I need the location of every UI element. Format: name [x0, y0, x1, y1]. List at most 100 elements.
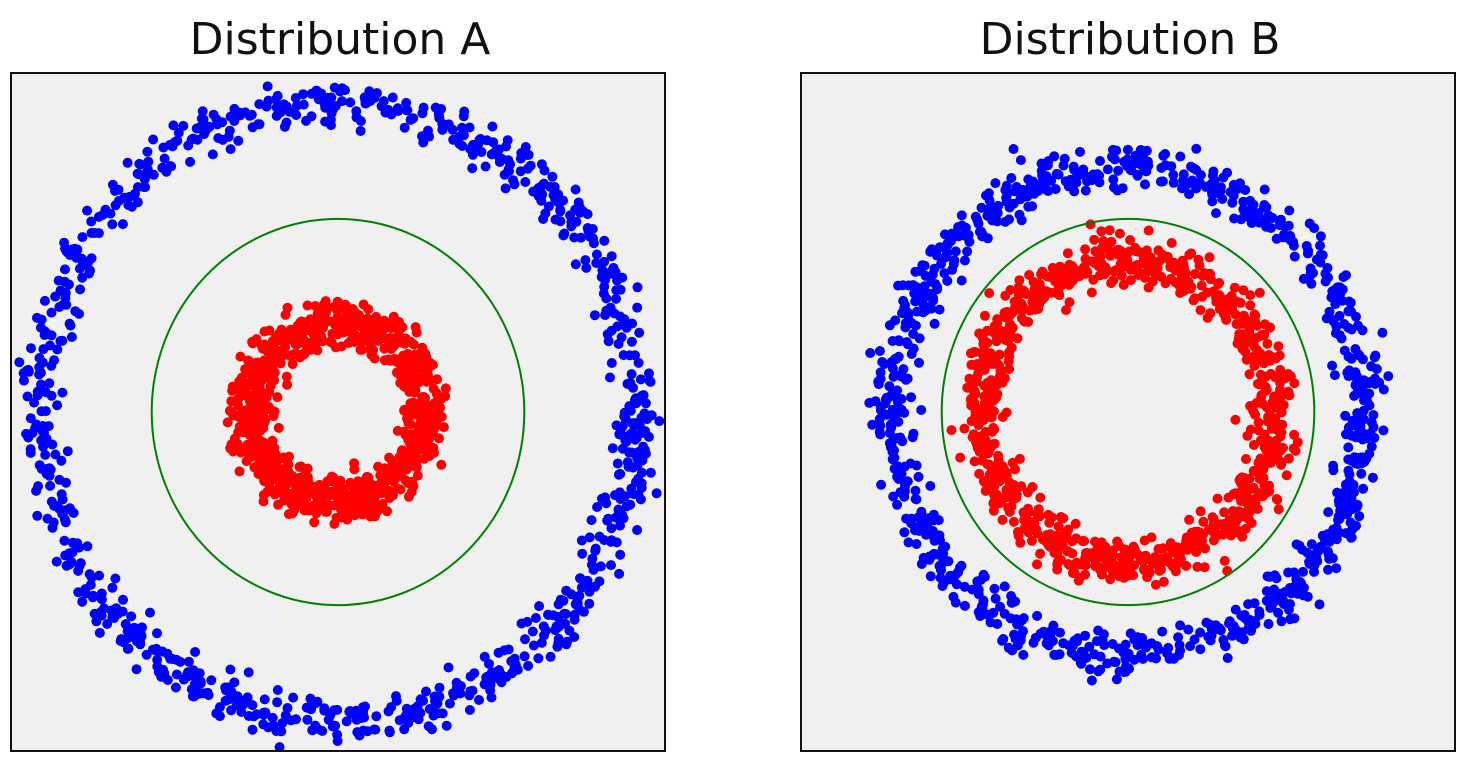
outer-ring-point — [391, 695, 402, 706]
outer-ring-point — [584, 532, 595, 543]
inner-ring-point — [247, 338, 258, 349]
inner-ring-point — [332, 296, 343, 307]
outer-ring-point — [173, 127, 184, 138]
inner-ring-point — [225, 443, 236, 454]
inner-ring-point — [227, 385, 238, 396]
outer-ring-point — [887, 363, 898, 374]
outer-ring-point — [345, 97, 356, 108]
outer-ring-point — [1050, 184, 1061, 195]
inner-ring-point — [260, 444, 271, 454]
outer-ring-point — [874, 346, 885, 356]
outer-ring-point — [1114, 666, 1125, 677]
outer-ring-point — [84, 569, 95, 580]
inner-ring-point — [1283, 386, 1294, 397]
inner-ring-point — [1204, 252, 1215, 263]
inner-ring-point — [978, 405, 989, 416]
outer-ring-point — [1209, 175, 1220, 186]
outer-ring-point — [1225, 187, 1236, 197]
outer-ring-point — [1259, 202, 1269, 213]
outer-ring-point — [465, 686, 476, 697]
outer-ring-point — [596, 272, 607, 282]
outer-ring-point — [899, 491, 910, 502]
inner-ring-point — [967, 432, 978, 443]
outer-ring-point — [1315, 240, 1325, 251]
inner-ring-point — [363, 316, 373, 327]
inner-ring-point — [229, 433, 240, 444]
inner-ring-point — [1245, 424, 1256, 435]
outer-ring-point — [934, 304, 945, 315]
outer-ring-point — [474, 695, 484, 705]
outer-ring-point — [18, 375, 29, 386]
outer-ring-point — [570, 259, 581, 270]
inner-ring-point — [1219, 555, 1230, 566]
inner-ring-point — [345, 480, 356, 491]
outer-ring-point — [1095, 156, 1105, 166]
inner-ring-point — [1241, 354, 1252, 365]
outer-ring-point — [629, 395, 640, 405]
outer-ring-point — [1097, 635, 1108, 645]
inner-ring-point — [331, 486, 342, 497]
outer-ring-point — [603, 336, 614, 347]
outer-ring-point — [1023, 201, 1034, 212]
outer-ring-point — [1261, 221, 1272, 232]
outer-ring-point — [254, 99, 265, 110]
outer-ring-point — [14, 357, 25, 368]
outer-ring-point — [1214, 623, 1225, 634]
outer-ring-point — [225, 144, 236, 155]
outer-ring-point — [455, 681, 466, 691]
outer-ring-point — [940, 229, 950, 240]
outer-ring-point — [214, 711, 225, 722]
inner-ring-point — [1252, 503, 1263, 514]
outer-ring-point — [959, 581, 970, 592]
outer-ring-point — [86, 228, 97, 238]
inner-ring-point — [984, 377, 995, 388]
outer-ring-point — [448, 134, 459, 145]
outer-ring-point — [1346, 532, 1357, 543]
outer-ring-point — [1222, 653, 1233, 663]
inner-ring-point — [993, 450, 1004, 461]
inner-ring-point — [978, 356, 988, 367]
inner-ring-point — [358, 336, 369, 347]
inner-ring-point — [281, 371, 292, 382]
outer-ring-point — [44, 378, 55, 389]
outer-ring-point — [935, 535, 945, 546]
outer-ring-point — [341, 716, 352, 727]
outer-ring-point — [1343, 465, 1354, 476]
inner-ring-point — [1045, 541, 1056, 552]
inner-ring-point — [1170, 277, 1181, 288]
outer-ring-point — [523, 149, 534, 160]
inner-ring-point — [358, 299, 369, 310]
outer-ring-point — [562, 636, 573, 647]
outer-ring-point — [932, 250, 942, 261]
outer-ring-point — [545, 651, 556, 662]
outer-ring-point — [122, 157, 133, 168]
outer-ring-point — [625, 499, 636, 510]
outer-ring-point — [615, 284, 626, 295]
outer-ring-point — [1234, 182, 1245, 193]
inner-ring-point — [280, 481, 291, 492]
outer-ring-point — [1302, 248, 1313, 259]
inner-ring-point — [262, 346, 273, 357]
outer-ring-point — [94, 570, 105, 581]
inner-ring-point — [1232, 509, 1243, 520]
outer-ring-point — [1160, 160, 1171, 171]
outer-ring-point — [635, 374, 646, 385]
outer-ring-point — [895, 432, 906, 443]
outer-ring-point — [610, 490, 620, 501]
outer-ring-point — [592, 502, 603, 512]
outer-ring-point — [1263, 619, 1274, 629]
outer-ring-point — [506, 656, 517, 667]
outer-ring-point — [1306, 539, 1317, 550]
outer-ring-point — [913, 512, 924, 523]
outer-ring-point — [555, 206, 566, 217]
outer-ring-point — [1168, 170, 1179, 180]
outer-ring-point — [126, 611, 137, 622]
inner-ring-point — [1005, 329, 1016, 340]
inner-ring-point — [1062, 248, 1073, 259]
outer-ring-point — [989, 583, 1000, 594]
outer-ring-point — [476, 147, 487, 157]
inner-ring-point — [1175, 547, 1186, 558]
inner-ring-point — [1205, 274, 1216, 285]
inner-ring-point — [1016, 298, 1027, 309]
outer-ring-point — [258, 709, 269, 720]
